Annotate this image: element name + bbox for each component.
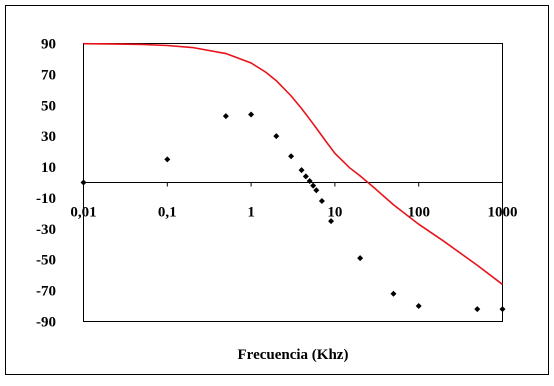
- x-axis: 0,01 0,1 1 10 100 1000: [70, 182, 518, 221]
- data-point-marker: [302, 173, 309, 180]
- data-point-marker: [328, 218, 335, 225]
- y-tick-label: -70: [36, 284, 56, 300]
- x-tick-label: 0,1: [158, 205, 177, 221]
- x-axis-title: Frecuencia (Khz): [238, 347, 349, 363]
- x-tick-label: 10: [327, 205, 342, 221]
- data-point-marker: [164, 156, 171, 163]
- y-tick-label: 50: [41, 98, 56, 114]
- x-tick-label: 0,01: [70, 205, 96, 221]
- x-tick-label: 1: [247, 205, 255, 221]
- data-point-marker: [318, 198, 325, 205]
- y-tick-label: 30: [41, 129, 56, 145]
- data-point-marker: [313, 187, 320, 194]
- y-tick-label: 70: [41, 67, 56, 83]
- x-tick-label: 100: [407, 205, 430, 221]
- y-tick-label: -10: [36, 191, 56, 207]
- y-tick-label: 10: [41, 160, 56, 176]
- y-tick-label: -30: [36, 222, 56, 238]
- y-tick-label: -50: [36, 253, 56, 269]
- y-axis: 90 70 50 30 10 -10 -30 -50 -70 -90: [36, 37, 56, 331]
- data-point-marker: [222, 113, 229, 120]
- data-point-marker: [310, 182, 317, 189]
- data-point-marker: [357, 255, 364, 262]
- fit-curve-line: [83, 42, 503, 286]
- y-tick-label: -90: [36, 315, 56, 331]
- series-layer: [80, 42, 506, 313]
- data-point-marker: [415, 303, 422, 310]
- data-point-marker: [306, 177, 313, 184]
- data-point-marker: [288, 153, 295, 160]
- data-point-marker: [248, 111, 255, 118]
- data-point-marker: [80, 179, 87, 186]
- data-point-marker: [499, 306, 506, 313]
- data-point-marker: [298, 167, 305, 174]
- data-point-marker: [390, 290, 397, 297]
- data-point-marker: [273, 133, 280, 140]
- y-tick-label: 90: [41, 37, 56, 53]
- x-tick-label: 1000: [488, 205, 518, 221]
- data-point-marker: [474, 306, 481, 313]
